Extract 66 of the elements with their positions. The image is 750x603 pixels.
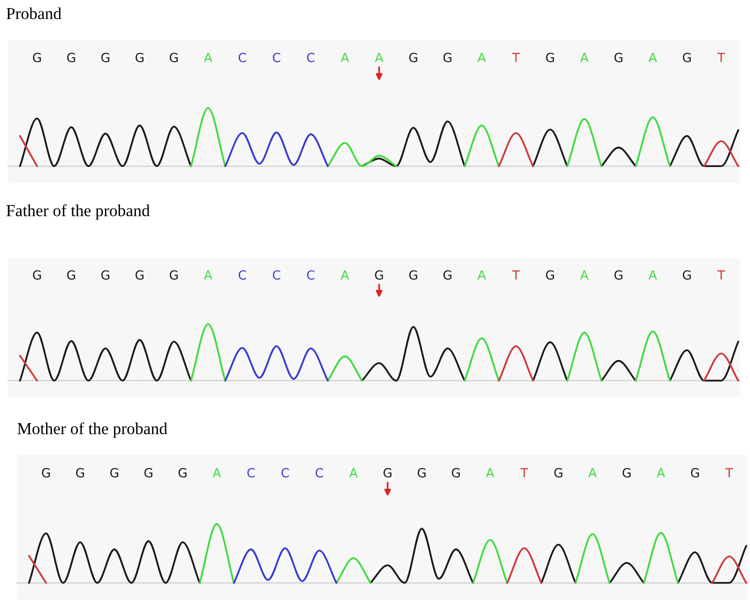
- x-tick-label: A: [486, 468, 494, 478]
- x-tick-label: G: [409, 270, 418, 280]
- x-tick-label: A: [656, 468, 666, 478]
- x-tick-label: T: [512, 52, 520, 62]
- x-tick-label: G: [682, 270, 691, 280]
- x-tick-label: G: [101, 270, 110, 280]
- x-tick-label: A: [212, 468, 221, 478]
- x-tick-label: G: [682, 52, 691, 62]
- x-tick-label: G: [136, 270, 144, 280]
- x-tick-label: C: [307, 52, 314, 62]
- x-tick-label: A: [580, 52, 589, 62]
- x-tick-label: C: [281, 468, 289, 478]
- x-tick-label: G: [554, 468, 562, 478]
- x-tick-label: C: [238, 270, 246, 280]
- x-tick-label: A: [478, 270, 486, 280]
- x-tick-label: C: [272, 270, 280, 280]
- x-tick-label: A: [588, 468, 597, 478]
- x-tick-label: G: [67, 270, 76, 280]
- x-tick-label: G: [383, 468, 392, 478]
- x-tick-label: C: [307, 270, 314, 280]
- x-tick-label: C: [238, 52, 246, 62]
- x-tick-label: A: [374, 52, 384, 62]
- x-tick-label: A: [340, 270, 350, 280]
- x-tick-label: T: [725, 468, 734, 478]
- x-tick-label: C: [247, 468, 255, 478]
- x-tick-label: G: [170, 270, 178, 280]
- x-tick-label: G: [42, 468, 50, 478]
- x-tick-label: T: [717, 270, 726, 280]
- x-tick-label: A: [204, 52, 212, 62]
- x-tick-label: G: [32, 270, 41, 280]
- x-tick-label: A: [580, 270, 589, 280]
- chart-title: Mother of the proband: [17, 422, 168, 438]
- x-tick-label: G: [32, 52, 41, 62]
- x-tick-label: G: [144, 468, 152, 478]
- x-tick-label: G: [67, 52, 76, 62]
- x-tick-label: G: [101, 52, 110, 62]
- x-tick-label: A: [349, 468, 358, 478]
- x-tick-label: G: [136, 52, 144, 62]
- x-tick-label: A: [340, 52, 350, 62]
- x-tick-label: G: [418, 468, 426, 478]
- x-tick-label: T: [520, 468, 528, 478]
- x-tick-label: A: [478, 52, 486, 62]
- x-tick-label: G: [614, 270, 622, 280]
- x-tick-label: T: [717, 52, 726, 62]
- x-tick-label: G: [546, 52, 554, 62]
- x-tick-label: G: [443, 52, 452, 62]
- x-tick-label: G: [546, 270, 554, 280]
- x-tick-label: G: [409, 52, 418, 62]
- x-tick-label: G: [690, 468, 699, 478]
- x-tick-label: G: [452, 468, 460, 478]
- x-tick-label: C: [272, 52, 280, 62]
- x-tick-label: G: [178, 468, 186, 478]
- x-tick-label: G: [614, 52, 622, 62]
- x-tick-label: G: [622, 468, 631, 478]
- x-tick-label: G: [76, 468, 84, 478]
- chart-title: Proband: [6, 7, 62, 20]
- x-tick-label: A: [648, 52, 657, 62]
- x-tick-label: G: [443, 270, 452, 280]
- x-tick-label: C: [316, 468, 323, 478]
- x-tick-label: G: [374, 270, 383, 280]
- x-tick-label: A: [648, 270, 657, 280]
- x-tick-label: G: [110, 468, 118, 478]
- chart-title: Father of the proband: [6, 204, 150, 220]
- x-tick-label: G: [170, 52, 178, 62]
- x-tick-label: A: [204, 270, 212, 280]
- x-tick-label: T: [512, 270, 520, 280]
